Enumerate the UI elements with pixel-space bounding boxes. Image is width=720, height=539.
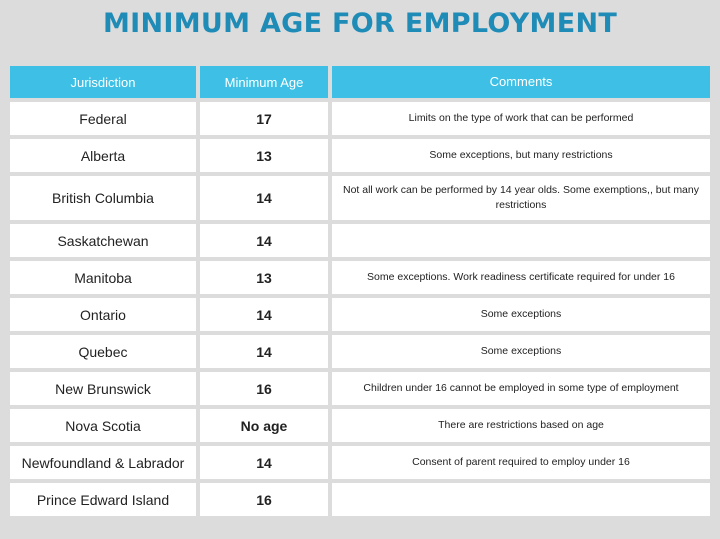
- jurisdiction-cell: Alberta: [10, 139, 196, 172]
- jurisdiction-cell: Nova Scotia: [10, 409, 196, 442]
- table-row: Ontario 14 Some exceptions: [10, 298, 710, 331]
- jurisdiction-cell: New Brunswick: [10, 372, 196, 405]
- jurisdiction-cell: Newfoundland & Labrador: [10, 446, 196, 479]
- jurisdiction-cell: Quebec: [10, 335, 196, 368]
- comment-cell: Limits on the type of work that can be p…: [332, 102, 710, 135]
- age-cell: 16: [200, 372, 328, 405]
- age-cell: 13: [200, 261, 328, 294]
- header-minimum-age: Minimum Age: [200, 66, 328, 98]
- comment-cell: Some exceptions, but many restrictions: [332, 139, 710, 172]
- age-table: Jurisdiction Minimum Age Comments Federa…: [10, 66, 710, 520]
- comment-cell: Some exceptions: [332, 298, 710, 331]
- table-row: Newfoundland & Labrador 14 Consent of pa…: [10, 446, 710, 479]
- comment-cell: Not all work can be performed by 14 year…: [332, 176, 710, 220]
- table-row: Quebec 14 Some exceptions: [10, 335, 710, 368]
- table-row: Prince Edward Island 16: [10, 483, 710, 516]
- header-jurisdiction: Jurisdiction: [10, 66, 196, 98]
- age-cell: 14: [200, 224, 328, 257]
- age-cell: No age: [200, 409, 328, 442]
- table-row: Saskatchewan 14: [10, 224, 710, 257]
- comment-cell: Children under 16 cannot be employed in …: [332, 372, 710, 405]
- jurisdiction-cell: Federal: [10, 102, 196, 135]
- jurisdiction-cell: Saskatchewan: [10, 224, 196, 257]
- table-row: Manitoba 13 Some exceptions. Work readin…: [10, 261, 710, 294]
- age-cell: 14: [200, 446, 328, 479]
- jurisdiction-cell: Manitoba: [10, 261, 196, 294]
- table-row: Alberta 13 Some exceptions, but many res…: [10, 139, 710, 172]
- age-cell: 17: [200, 102, 328, 135]
- jurisdiction-cell: Prince Edward Island: [10, 483, 196, 516]
- comment-cell: [332, 483, 710, 516]
- header-comments: Comments: [332, 66, 710, 98]
- comment-cell: [332, 224, 710, 257]
- age-cell: 14: [200, 335, 328, 368]
- comment-cell: There are restrictions based on age: [332, 409, 710, 442]
- comment-cell: Some exceptions. Work readiness certific…: [332, 261, 710, 294]
- table-row: New Brunswick 16 Children under 16 canno…: [10, 372, 710, 405]
- jurisdiction-cell: British Columbia: [10, 176, 196, 220]
- comment-cell: Some exceptions: [332, 335, 710, 368]
- table-row: Federal 17 Limits on the type of work th…: [10, 102, 710, 135]
- table-header: Jurisdiction Minimum Age Comments: [10, 66, 710, 98]
- page-title: MINIMUM AGE FOR EMPLOYMENT: [102, 8, 618, 39]
- jurisdiction-cell: Ontario: [10, 298, 196, 331]
- age-cell: 16: [200, 483, 328, 516]
- age-cell: 14: [200, 176, 328, 220]
- age-cell: 13: [200, 139, 328, 172]
- age-cell: 14: [200, 298, 328, 331]
- table-row: Nova Scotia No age There are restriction…: [10, 409, 710, 442]
- comment-cell: Consent of parent required to employ und…: [332, 446, 710, 479]
- table-row: British Columbia 14 Not all work can be …: [10, 176, 710, 220]
